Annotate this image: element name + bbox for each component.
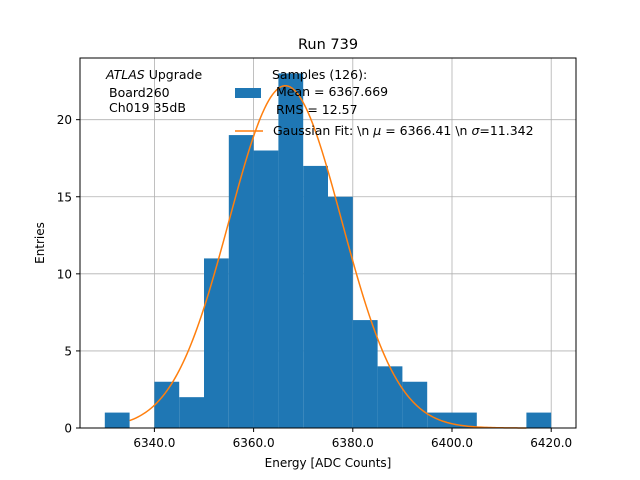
legend-fit-label: Gaussian Fit: \n μ = 6366.41 \n σ=11.342 (273, 123, 534, 138)
x-tick-label-1: 6360.0 (233, 436, 275, 450)
plot-frame (79, 57, 577, 429)
histogram-bar-8 (303, 165, 328, 428)
annotation-upgrade: Upgrade (145, 67, 203, 82)
annotation-channel: Ch019 35dB (109, 100, 186, 115)
histogram-bar-7 (278, 73, 304, 429)
histogram-bar-17 (526, 412, 552, 428)
y-tick-label-1: 5 (64, 344, 72, 358)
histogram-bar-4 (204, 258, 229, 428)
y-axis-ticks: 0 5 10 15 20 (57, 113, 80, 436)
histogram-bar-2 (154, 381, 180, 428)
legend-hist-line-2: Mean = 6367.669 (272, 84, 388, 99)
x-tick-label-2: 6380.0 (332, 436, 374, 450)
legend-fit-mu: μ (372, 123, 381, 138)
histogram-bar-3 (179, 397, 204, 428)
histogram-bars (104, 73, 552, 429)
annotation-line-1: ATLAS Upgrade (105, 67, 202, 82)
histogram-bar-11 (377, 366, 403, 428)
legend-fit-sigma: σ (471, 123, 480, 138)
y-tick-label-4: 20 (57, 113, 72, 127)
x-tick-label-4: 6420.0 (530, 436, 572, 450)
annotation-atlas: ATLAS (105, 67, 145, 82)
gaussian-fit-series (129, 85, 527, 429)
histogram-bar-0 (104, 412, 130, 428)
chart-title: Run 739 (298, 37, 358, 53)
legend-hist-swatch (235, 88, 261, 98)
histogram-bar-6 (253, 150, 279, 428)
legend-fit-middle: = 6366.41 \n (381, 123, 471, 138)
annotation-board: Board260 (109, 85, 170, 100)
legend-hist-line-3: RMS = 12.57 (272, 102, 358, 117)
gaussian-fit-line (129, 85, 527, 429)
legend-fit-prefix: Gaussian Fit: \n (273, 123, 373, 138)
x-tick-label-0: 6340.0 (133, 436, 175, 450)
atlas-annotation: ATLAS Upgrade Board260 Ch019 35dB (105, 67, 202, 115)
y-tick-label-2: 10 (57, 267, 72, 281)
legend: Samples (126): Mean = 6367.669 RMS = 12.… (235, 67, 534, 138)
x-axis-label: Energy [ADC Counts] (265, 456, 392, 470)
histogram-bar-14 (452, 412, 477, 428)
histogram-bar-5 (228, 135, 254, 429)
legend-hist-line-1: Samples (126): (272, 67, 367, 82)
histogram-bar-10 (352, 320, 378, 428)
x-tick-label-3: 6400.0 (431, 436, 473, 450)
y-tick-label-3: 15 (57, 190, 72, 204)
histogram-bar-9 (328, 196, 353, 428)
legend-fit-suffix: =11.342 (479, 123, 533, 138)
y-tick-label-0: 0 (64, 422, 72, 436)
x-axis-ticks: 6340.0 6360.0 6380.0 6400.0 6420.0 (133, 428, 572, 450)
histogram-bar-12 (402, 381, 428, 428)
y-axis-label: Entries (33, 222, 47, 264)
